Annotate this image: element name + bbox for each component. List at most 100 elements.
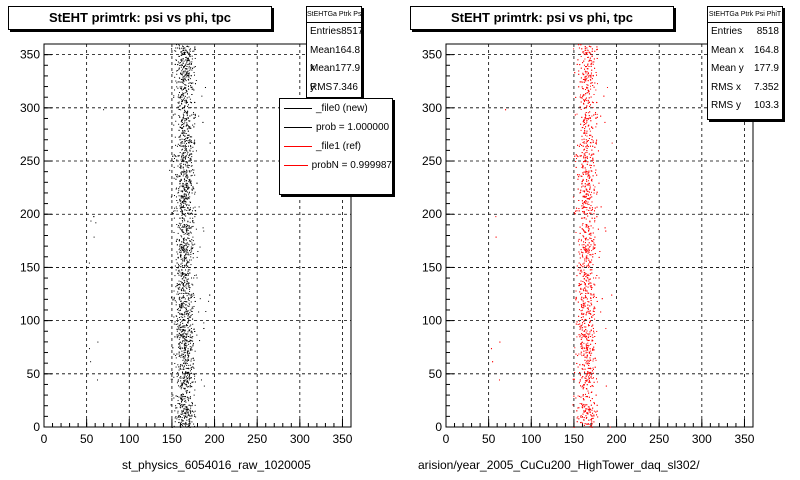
scatter-point [194,216,196,218]
scatter-point [182,171,184,173]
scatter-point [187,60,189,62]
scatter-point [182,47,184,49]
scatter-point [587,194,589,196]
scatter-point [187,381,189,383]
scatter-point [176,315,178,317]
scatter-point [176,82,178,84]
scatter-point [187,409,189,411]
scatter-point [184,158,186,160]
scatter-point [581,271,583,273]
scatter-point [187,371,189,373]
scatter-point [582,165,584,167]
scatter-point [194,191,196,193]
scatter-point [586,423,588,425]
scatter-point [177,272,179,274]
scatter-point [588,324,590,326]
scatter-point [192,187,194,189]
scatter-point [175,357,177,359]
scatter-point [173,161,175,163]
scatter-point [180,211,182,213]
scatter-point [584,283,586,285]
scatter-point [186,344,188,346]
scatter-point [184,184,186,186]
scatter-point [591,269,593,271]
scatter-point [187,274,189,276]
scatter-point [189,424,191,426]
scatter-point [185,84,187,86]
scatter-point [184,245,186,247]
scatter-point [205,311,207,313]
scatter-point [186,230,188,232]
scatter-point [586,144,588,146]
scatter-point [176,285,178,287]
scatter-point [586,213,588,215]
scatter-point [183,335,185,337]
scatter-point [188,302,190,304]
scatter-point [181,365,183,367]
scatter-point [591,398,593,400]
scatter-point [175,395,177,397]
scatter-point [581,165,583,167]
scatter-point [186,381,188,383]
scatter-point [182,197,184,199]
scatter-point [182,79,184,81]
scatter-point [594,50,596,52]
scatter-point [583,342,585,344]
scatter-point [180,87,182,89]
scatter-point [583,202,585,204]
scatter-point [191,415,193,417]
scatter-point [186,360,188,362]
scatter-point [185,333,187,335]
scatter-point [181,403,183,405]
scatter-point [178,297,180,299]
scatter-point [181,191,183,193]
scatter-point [593,248,595,250]
scatter-point [183,49,185,51]
scatter-point [173,124,175,126]
scatter-point [179,344,181,346]
scatter-point [192,213,194,215]
scatter-point [190,367,192,369]
scatter-point [580,67,582,69]
scatter-point [182,405,184,407]
stats-value: 8517 [341,26,364,37]
legend-line-swatch [284,127,312,128]
scatter-point [181,53,183,55]
scatter-point [588,378,590,380]
scatter-point [181,411,183,413]
scatter-point [187,377,189,379]
scatter-point [576,155,578,157]
scatter-point [591,423,593,425]
scatter-point [187,207,189,209]
scatter-point [185,340,187,342]
scatter-point [593,314,595,315]
scatter-point [585,326,587,328]
scatter-point [186,62,188,64]
scatter-point [186,169,188,171]
scatter-point [182,185,184,187]
scatter-point [173,166,175,168]
scatter-point [582,275,584,277]
scatter-point [189,231,191,233]
scatter-point [585,417,587,419]
scatter-point [592,340,594,342]
scatter-point [182,159,184,161]
scatter-point [181,244,183,246]
scatter-point [589,305,591,307]
scatter-point [190,147,192,149]
scatter-point [182,94,184,96]
scatter-point [586,47,588,49]
scatter-point [187,283,189,285]
scatter-point [593,421,595,423]
scatter-point [185,264,187,266]
scatter-point [179,283,181,285]
scatter-point [178,239,180,241]
scatter-point [176,174,178,176]
scatter-point [581,341,583,343]
scatter-point [180,280,182,282]
scatter-point [182,175,184,177]
scatter-point [584,94,586,96]
scatter-point [186,136,188,138]
scatter-point [585,193,587,195]
scatter-point [181,142,183,144]
